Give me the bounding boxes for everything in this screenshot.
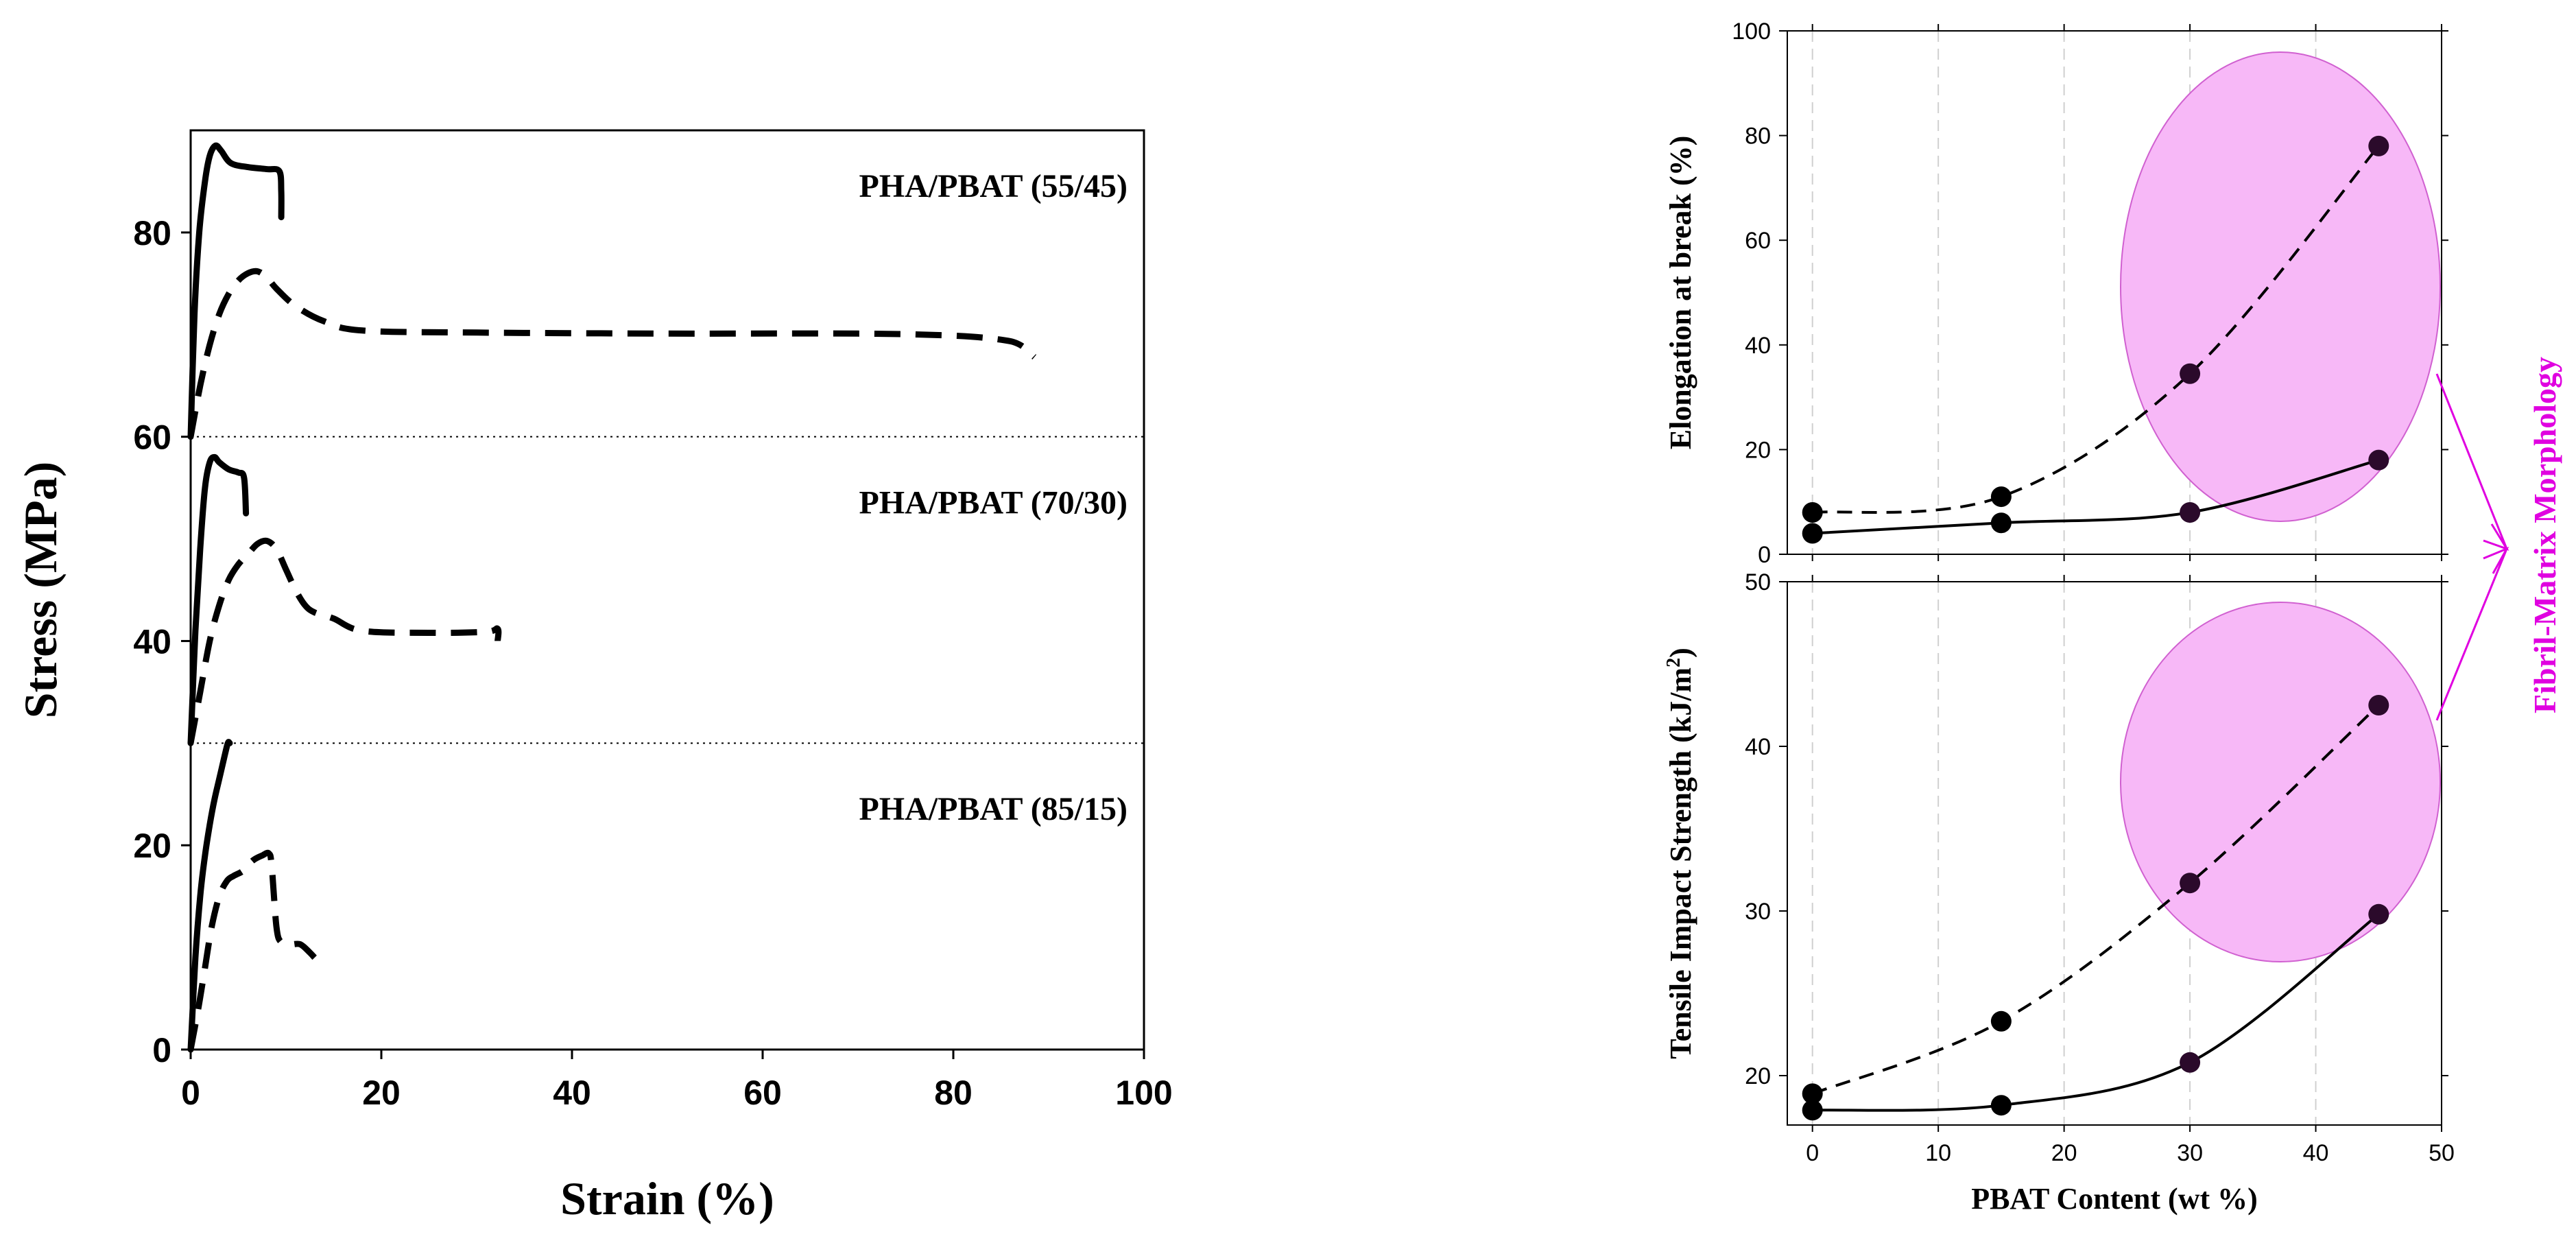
x-tick-label: 20 xyxy=(2051,1140,2077,1166)
y-axis-label: Elongation at break (%) xyxy=(1664,136,1697,450)
data-point xyxy=(2180,501,2201,523)
y-tick-label: 0 xyxy=(152,1031,171,1069)
y-axis-label: Stress (MPa) xyxy=(14,462,67,719)
data-point xyxy=(1802,501,1823,523)
series-line xyxy=(1812,458,2379,535)
data-point xyxy=(1990,486,2012,508)
y-tick-label: 20 xyxy=(1745,1063,1771,1089)
series-line xyxy=(187,739,233,1053)
data-point xyxy=(2368,449,2389,471)
data-point xyxy=(2180,1052,2201,1073)
y-tick-label: 60 xyxy=(133,418,171,457)
y-tick-label: 50 xyxy=(1745,569,1771,595)
series-line xyxy=(187,453,250,746)
y-axis-label-suffix: ) xyxy=(1664,648,1697,658)
data-point xyxy=(2180,873,2201,894)
arrow-head xyxy=(2483,546,2509,574)
y-tick-label: 20 xyxy=(1745,437,1771,463)
x-tick-label: 10 xyxy=(1925,1140,1951,1166)
fibril-highlight-ellipse xyxy=(2120,602,2441,962)
series-line xyxy=(187,268,1037,438)
series-line xyxy=(1812,913,2380,1112)
data-point xyxy=(2368,695,2389,715)
data-point xyxy=(1990,512,2012,534)
x-tick-label: 0 xyxy=(181,1074,200,1112)
data-point xyxy=(1802,1083,1823,1104)
y-tick-label: 0 xyxy=(1758,542,1771,568)
series-line xyxy=(1812,145,2380,514)
series-line xyxy=(187,849,317,1050)
fibril-matrix-morphology-label: Fibril-Matrix Morphology xyxy=(2527,357,2562,713)
data-point xyxy=(2180,363,2201,384)
x-tick-label: 40 xyxy=(553,1074,591,1112)
series-line xyxy=(187,537,502,744)
x-tick-label: 30 xyxy=(2177,1140,2203,1166)
x-tick-label: 80 xyxy=(934,1074,973,1112)
y-tick-label: 40 xyxy=(1745,333,1771,359)
y-tick-label: 80 xyxy=(133,214,171,252)
data-point xyxy=(2368,903,2389,925)
x-tick-label: 0 xyxy=(1806,1140,1819,1166)
y-tick-label: 60 xyxy=(1745,228,1771,254)
arrow-head xyxy=(2483,523,2509,551)
data-point xyxy=(2368,135,2389,156)
x-tick-label: 50 xyxy=(2429,1140,2455,1166)
y-tick-label: 80 xyxy=(1745,123,1771,150)
y-tick-label: 20 xyxy=(133,827,171,865)
y-tick-label: 30 xyxy=(1745,899,1771,925)
data-point xyxy=(1990,1095,2012,1116)
y-tick-label: 100 xyxy=(1732,19,1771,45)
arrow-line xyxy=(2435,373,2508,549)
plot-frame xyxy=(1787,581,2442,1126)
annotation-70-30: PHA/PBAT (70/30) xyxy=(859,484,1128,521)
plot-frame xyxy=(1787,30,2442,555)
x-axis-label: Strain (%) xyxy=(560,1172,774,1224)
data-point xyxy=(1802,1100,1823,1121)
plot-frame xyxy=(189,129,1145,1051)
x-tick-label: 40 xyxy=(2303,1140,2329,1166)
fibril-highlight-ellipse xyxy=(2120,51,2441,522)
morphology-arrows xyxy=(2435,373,2509,721)
x-tick-label: 60 xyxy=(743,1074,782,1112)
y-axis-label-superscript: 2 xyxy=(1663,658,1684,667)
impact-strength-chart: 0 10 20 30 40 50 20 30 40 50 PBAT Content (wt %)… xyxy=(1663,569,2455,1216)
arrow-line xyxy=(2435,548,2508,721)
series-line xyxy=(1811,704,2380,1096)
x-tick-label: 20 xyxy=(362,1074,401,1112)
y-tick-label: 40 xyxy=(1745,734,1771,760)
series-line xyxy=(187,142,285,440)
y-tick-label: 40 xyxy=(133,622,171,661)
y-axis-label: Tensile Impact Strength (kJ/m2) xyxy=(1663,648,1697,1058)
x-axis-label: PBAT Content (wt %) xyxy=(1971,1182,2258,1216)
data-point xyxy=(1990,1010,2012,1032)
y-axis-label-main: Tensile Impact Strength (kJ/m xyxy=(1664,667,1697,1059)
elongation-chart: 0 20 40 60 80 100 Elongation at break (%) xyxy=(1664,19,2448,568)
annotation-55-45: PHA/PBAT (55/45) xyxy=(859,168,1128,204)
x-tick-label: 100 xyxy=(1115,1074,1172,1112)
data-point xyxy=(1802,523,1823,544)
annotation-85-15: PHA/PBAT (85/15) xyxy=(859,791,1128,827)
